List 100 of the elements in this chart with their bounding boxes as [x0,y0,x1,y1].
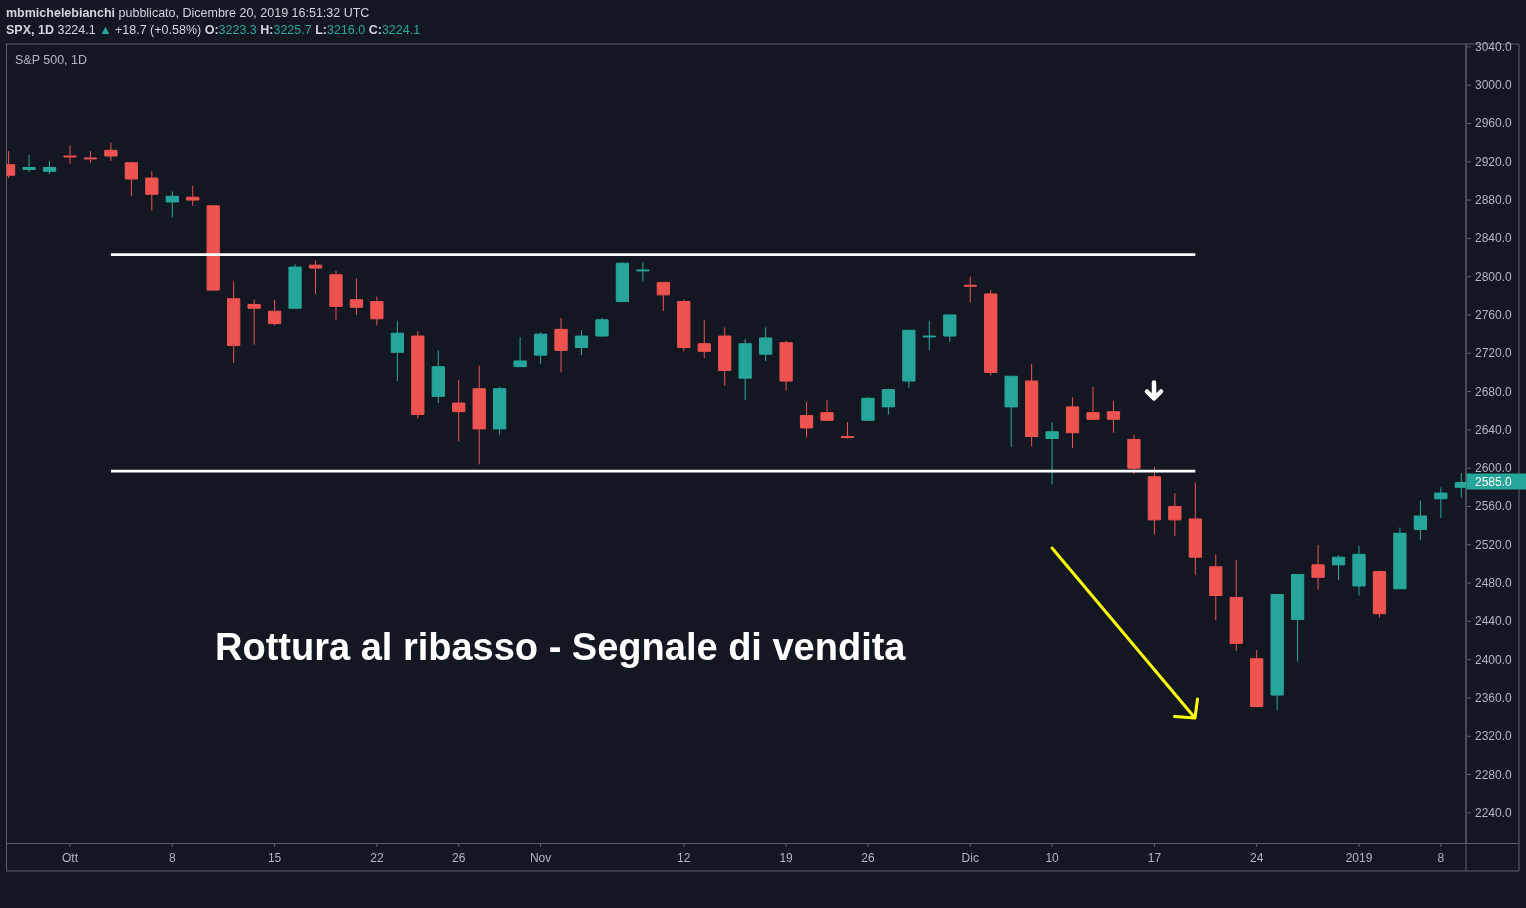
candlestick [1250,649,1264,708]
candlestick [840,421,855,439]
candlestick [124,161,138,197]
y-tick-label: 2280.0 [1475,767,1513,782]
x-tick-label: 24 [1250,851,1264,865]
y-tick-label: 2360.0 [1475,690,1513,705]
x-tick-label: 10 [1045,851,1060,865]
candlestick [656,281,670,312]
x-tick-label: 17 [1147,851,1162,865]
text: S&P 500, 1D [15,53,88,67]
candlestick [963,276,977,304]
candlestick [1372,570,1387,619]
candlestick [206,205,220,292]
candlestick [738,338,752,401]
candlestick [1209,553,1223,621]
candlestick [452,379,466,442]
candlestick [1147,466,1162,535]
candlestick [288,263,302,309]
x-tick-label: 8 [1437,851,1445,865]
candlestick [411,330,425,419]
candlestick [554,317,568,373]
y-tick-label: 2760.0 [1475,307,1513,322]
candlestick [1065,396,1080,449]
candlestick [1352,545,1366,597]
candlestick [1413,500,1428,541]
candlestick [165,190,179,218]
y-tick-label: 2720.0 [1475,346,1513,361]
y-tick-label: 2640.0 [1475,422,1513,437]
candlestick [820,399,834,421]
candlestick [349,278,364,316]
y-tick-label: 2320.0 [1475,729,1513,744]
candlestick [574,329,589,356]
x-tick-label: 15 [267,851,282,865]
candlestick [63,144,77,165]
candlestick [677,299,691,352]
candlestick [697,319,711,359]
candlestick [1454,472,1466,499]
candlestick [1024,363,1039,447]
candlestick [472,365,486,465]
candlestick [83,150,98,164]
candlestick [943,313,957,343]
candlestick [308,259,323,295]
candlestick [1434,486,1448,519]
x-tick-label: 8 [168,851,176,865]
x-tick-label: 2019 [1345,851,1373,865]
candlestick [493,386,507,436]
candlestick [759,326,773,362]
x-tick-label: 22 [370,851,384,865]
x-tick-label: Dic [961,851,979,865]
y-tick-label: 2440.0 [1475,614,1513,629]
candlestick [186,185,200,207]
candlestick [718,326,732,387]
candlestick [636,261,650,282]
candlestick [104,142,118,162]
candlestick [329,270,343,321]
candlestick [881,388,896,416]
candlestick [861,396,875,421]
y-tick-label: 2560.0 [1475,499,1513,514]
candlestick [1229,559,1243,652]
text: mbmichelebianchi pubblicato, Dicembre 20, 2019 16:51:32 UTC [6,6,370,20]
candlestick [595,317,609,338]
y-tick-label: 3000.0 [1475,78,1513,93]
x-tick-label: Ott [61,851,79,865]
y-tick-label: 2600.0 [1475,461,1513,476]
candlestick [390,320,404,382]
y-tick-label: 2800.0 [1475,269,1513,284]
y-tick-label: 2240.0 [1475,805,1513,820]
x-tick-label: Nov [529,851,552,865]
y-tick-label: 2520.0 [1475,537,1513,552]
candlestick [1290,573,1305,663]
candlestick [984,289,998,376]
y-tick-label: 2480.0 [1475,576,1513,591]
candlestick [1045,421,1059,485]
candlestick [1331,554,1346,581]
candlestick [533,331,548,365]
y-tick-label: 2880.0 [1475,193,1513,208]
candlestick [1270,594,1284,711]
candlestick [902,329,916,389]
y-tick-label: 3040.0 [1475,39,1513,54]
candlestick [42,160,57,175]
candlestick [247,299,261,346]
annotation: Rottura al ribasso - Segnale di vendita [215,626,907,668]
candlestick [1086,386,1100,421]
candlestick [431,349,445,404]
y-tick-label: 2400.0 [1475,652,1513,667]
x-tick-label: 26 [861,851,875,865]
text: SPX, 1D 3224.1 ▲ +18.7 (+0.58%) O:3223.3 H:3225.7 L:3216.0 C:3224.1 [6,23,421,37]
text: 2585.0 [1475,474,1513,489]
candlestick [1168,492,1182,537]
y-tick-label: 2960.0 [1475,116,1513,131]
x-tick-label: 19 [779,851,794,865]
candlestick [227,280,241,364]
candlestick [922,320,936,351]
y-tick-label: 2680.0 [1475,384,1513,399]
candlestick [1127,434,1141,475]
candlestick [779,340,793,392]
x-tick-label: 26 [452,851,466,865]
candlestick [513,336,527,368]
candlestick [1106,400,1121,434]
y-tick-label: 2920.0 [1475,154,1513,169]
